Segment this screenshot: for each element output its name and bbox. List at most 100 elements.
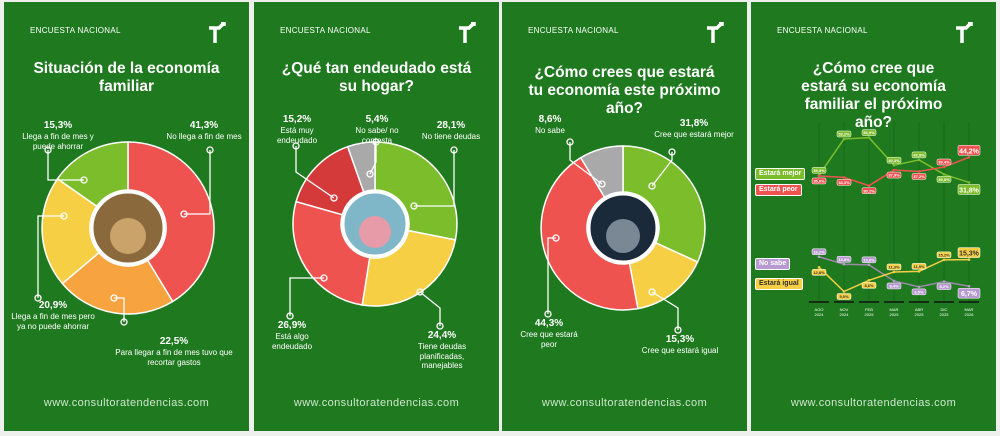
x-tick-label: NOV — [840, 307, 849, 312]
leader-dot — [648, 288, 656, 296]
leader-dot — [674, 326, 682, 334]
x-tick-label: 2026 — [965, 312, 975, 317]
data-label: 30,2% — [863, 188, 875, 193]
leader-dot — [292, 142, 300, 150]
slice-percent: 24,4% — [427, 330, 457, 341]
data-label: 53,2% — [838, 132, 850, 137]
data-point — [842, 176, 846, 179]
header-label: ENCUESTA NACIONAL — [777, 26, 868, 35]
data-point — [917, 158, 921, 162]
data-label: 35,8% — [938, 177, 950, 182]
x-tick-label: MAR — [890, 307, 899, 312]
data-label: 35,3% — [813, 168, 825, 173]
x-tick-label: 2025 — [940, 312, 950, 317]
slice-label: 15,2% Está muy endeudado — [262, 114, 332, 145]
data-point — [842, 262, 846, 266]
donut-chart — [540, 138, 706, 334]
data-point — [817, 174, 821, 178]
data-label-bg — [836, 130, 852, 138]
legend-label: Estará igual — [755, 278, 803, 290]
data-label-bg — [911, 173, 927, 180]
slice-percent: 15,3% — [665, 334, 695, 345]
legend-label: Estará peor — [755, 184, 802, 196]
leader-line — [47, 150, 84, 181]
data-label: 34,3% — [838, 180, 850, 185]
slice-label: 5,4% No sabe/ no contesta — [352, 114, 402, 145]
header-label: ENCUESTA NACIONAL — [528, 26, 619, 35]
leader-dot — [80, 176, 88, 184]
brand-logo-icon — [459, 22, 476, 43]
x-tick-label: AGO — [815, 307, 824, 312]
data-point — [917, 285, 921, 289]
data-label-bg — [911, 151, 927, 159]
data-point — [867, 136, 871, 139]
data-point — [817, 255, 821, 259]
data-label: 53,9% — [863, 130, 875, 135]
slice-text: Cree que estará peor — [520, 330, 578, 349]
slice-label: 26,9% Está algo endeudado — [262, 320, 322, 351]
leader-dot — [416, 288, 424, 296]
data-label: 42,9% — [913, 153, 925, 158]
footer-url: www.consultoratendencias.com — [293, 397, 460, 409]
leader-dot — [450, 146, 458, 154]
line-chart: AGO2024NOV2024FEB2025MAR2025ABR2025DIC20… — [809, 122, 981, 317]
slice-label: 15,3% Llega a fin de mes y puede ahorrar — [18, 120, 98, 151]
leader-line — [651, 291, 679, 330]
chart-title: ¿Cómo crees que estará tu economía este … — [528, 64, 721, 117]
chart-title: ¿Qué tan endeudado está su hogar? — [281, 60, 472, 95]
center-photo-detail — [359, 216, 391, 248]
leader-line — [289, 277, 324, 316]
donut-slice — [56, 141, 129, 208]
data-label: 12,8% — [813, 270, 825, 275]
data-label-bg — [936, 283, 952, 290]
data-label-bg — [836, 293, 852, 300]
leader-dot — [544, 310, 552, 318]
x-tick-label: 2025 — [890, 312, 900, 317]
data-label: 15,3% — [959, 251, 980, 258]
data-label-bg — [886, 171, 902, 179]
slice-text: Está muy endeudado — [276, 126, 318, 145]
legend-label: Estará mejor — [755, 168, 806, 180]
slice-percent: 31,8% — [679, 118, 709, 129]
data-label-bg — [936, 158, 952, 166]
leader-dot — [286, 312, 294, 320]
data-label: 13,8% — [838, 257, 850, 262]
center-photo-detail — [606, 219, 640, 253]
data-label-bg — [886, 263, 902, 271]
data-point — [892, 270, 896, 274]
data-label: 6,5% — [914, 289, 924, 294]
data-label: 13,6% — [863, 257, 875, 262]
slice-text: Llega a fin de mes pero ya no puede ahor… — [11, 312, 95, 331]
data-label-bg — [911, 288, 927, 296]
x-tick-label: DIC — [941, 307, 948, 312]
x-tick-label: 2024 — [840, 312, 850, 317]
leader-dot — [410, 202, 418, 210]
donut-slice — [622, 145, 706, 263]
leader-line — [414, 150, 455, 207]
data-point — [892, 163, 896, 167]
slice-label: 31,8% Cree que estará mejor — [654, 118, 734, 140]
data-label: 11,3% — [888, 265, 900, 270]
leader-line — [37, 215, 64, 298]
leader-dot — [598, 180, 606, 188]
data-point — [842, 137, 846, 141]
slice-label: 20,9% Llega a fin de mes pero ya no puede… — [8, 300, 98, 331]
slice-percent: 5,4% — [365, 114, 389, 125]
data-label-bg — [811, 248, 827, 256]
leader-dot — [436, 322, 444, 330]
data-label-bg — [811, 177, 827, 185]
leader-dot — [34, 294, 42, 302]
data-label: 8,6% — [864, 283, 874, 288]
data-label-bg — [936, 176, 952, 183]
data-label-bg — [911, 263, 927, 270]
data-label-bg — [936, 251, 952, 259]
leader-dot — [320, 274, 328, 282]
slice-percent: 20,9% — [38, 300, 68, 311]
slice-percent: 22,5% — [159, 336, 189, 347]
leader-dot — [120, 318, 128, 326]
data-label-bg — [957, 247, 981, 258]
leader-dot — [330, 194, 338, 202]
leader-dot — [648, 182, 656, 190]
slice-percent: 26,9% — [277, 320, 307, 331]
leader-line — [569, 142, 603, 185]
